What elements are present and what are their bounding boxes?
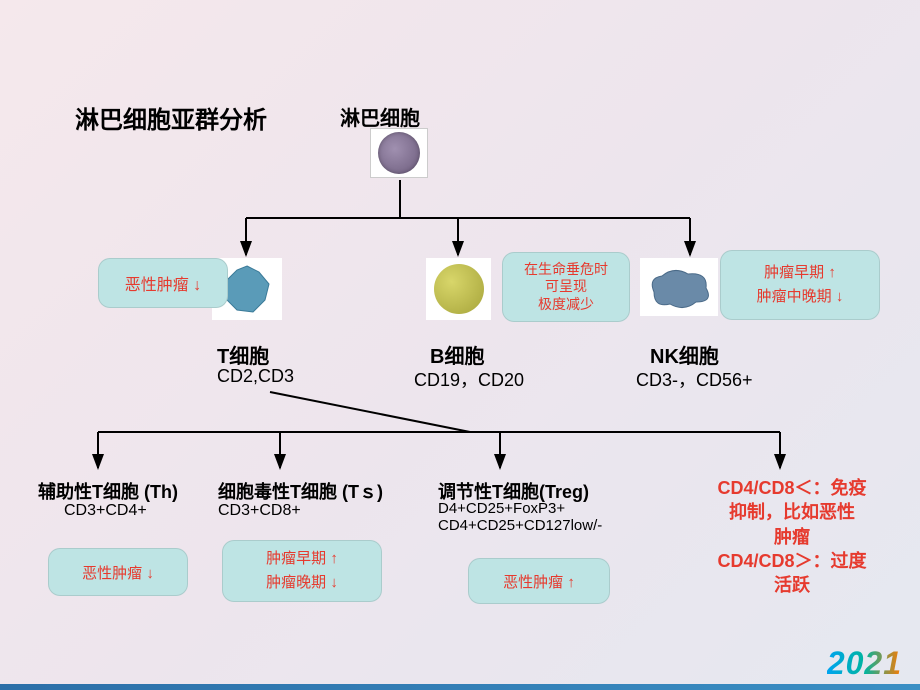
th-label: 辅助性T细胞 (Th): [38, 478, 178, 504]
treg-callout: 恶性肿瘤 ↑: [468, 558, 610, 604]
root-label: 淋巴细胞: [340, 102, 420, 131]
b-cell-sublabel: CD19，CD20: [414, 366, 524, 392]
b-cell-callout: 在生命垂危时 可呈现 极度减少: [502, 252, 630, 322]
nk-cell-callout: 肿瘤早期 ↑ 肿瘤中晚期 ↓: [720, 250, 880, 320]
nk-cell-label: NK细胞: [650, 340, 719, 369]
treg-sublabel: D4+CD25+FoxP3+ CD4+CD25+CD127low/-: [438, 500, 602, 534]
t-cell-label: T细胞: [217, 340, 269, 369]
ts-callout: 肿瘤早期 ↑ 肿瘤晚期 ↓: [222, 540, 382, 602]
b-cell-icon: [426, 258, 491, 320]
cd4-cd8-ratio: CD4/CD8＜：免疫 抑制，比如恶性 肿瘤 CD4/CD8＞：过度 活跃: [692, 476, 892, 597]
nk-cell-sublabel: CD3-，CD56+: [636, 366, 753, 392]
year-watermark: 2021: [827, 645, 902, 682]
ts-label: 细胞毒性T细胞 (Tｓ): [218, 478, 383, 504]
footer-bar: [0, 684, 920, 690]
t-cell-callout: 恶性肿瘤 ↓: [98, 258, 228, 308]
th-sublabel: CD3+CD4+: [64, 502, 147, 520]
slide: 淋巴细胞亚群分析 淋巴细胞 恶性肿瘤 ↓ T细胞: [0, 0, 920, 690]
t-cell-sublabel: CD2,CD3: [217, 366, 294, 387]
nk-cell-icon: [640, 258, 718, 316]
root-cell-icon: [370, 128, 428, 178]
ts-sublabel: CD3+CD8+: [218, 502, 301, 520]
th-callout: 恶性肿瘤 ↓: [48, 548, 188, 596]
b-cell-label: B细胞: [430, 340, 484, 369]
slide-title: 淋巴细胞亚群分析: [75, 100, 267, 135]
